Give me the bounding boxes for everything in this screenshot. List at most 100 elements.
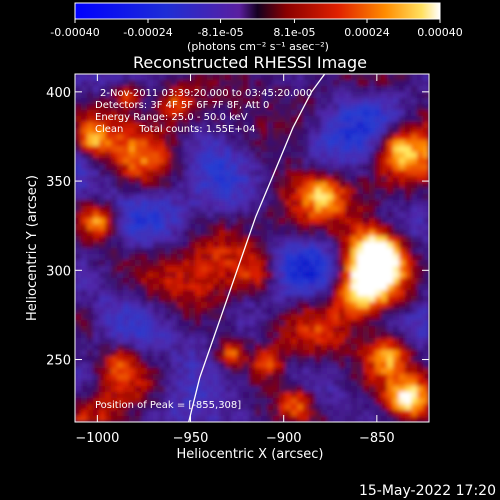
heatmap-cell [189,356,195,362]
heatmap-cell [99,224,105,230]
heatmap-cell [165,332,171,338]
heatmap-cell [117,302,123,308]
heatmap-cell [363,320,369,326]
heatmap-cell [309,374,315,380]
heatmap-cell [303,104,309,110]
heatmap-cell [297,122,303,128]
heatmap-cell [207,128,213,134]
heatmap-cell [165,134,171,140]
heatmap-cell [405,158,411,164]
heatmap-cell [291,410,297,416]
heatmap-cell [351,212,357,218]
heatmap-cell [375,158,381,164]
heatmap-cell [357,122,363,128]
heatmap-cell [363,284,369,290]
heatmap-cell [297,206,303,212]
heatmap-cell [129,374,135,380]
heatmap-cell [117,170,123,176]
heatmap-cell [159,332,165,338]
heatmap-cell [105,122,111,128]
heatmap-cell [87,350,93,356]
heatmap-cell [159,188,165,194]
heatmap-cell [105,146,111,152]
heatmap-cell [165,242,171,248]
heatmap-cell [81,386,87,392]
heatmap-cell [159,236,165,242]
heatmap-cell [267,80,273,86]
heatmap-cell [423,134,429,140]
heatmap-cell [291,110,297,116]
heatmap-cell [249,188,255,194]
heatmap-cell [249,80,255,86]
heatmap-cell [81,308,87,314]
heatmap-cell [309,248,315,254]
heatmap-cell [375,236,381,242]
heatmap-cell [177,296,183,302]
heatmap-cell [351,176,357,182]
heatmap-cell [207,164,213,170]
heatmap-cell [273,356,279,362]
heatmap-cell [291,404,297,410]
heatmap-cell [291,332,297,338]
heatmap-cell [303,194,309,200]
heatmap-cell [381,392,387,398]
heatmap-cell [141,416,147,422]
heatmap-cell [117,236,123,242]
heatmap-cell [231,260,237,266]
heatmap-cell [213,350,219,356]
heatmap-cell [291,152,297,158]
heatmap-cell [411,386,417,392]
heatmap-cell [345,296,351,302]
heatmap-cell [147,80,153,86]
heatmap-cell [207,416,213,422]
heatmap-cell [129,326,135,332]
heatmap-cell [387,278,393,284]
heatmap-cell [423,344,429,350]
heatmap-cell [87,218,93,224]
heatmap-cell [387,344,393,350]
heatmap-cell [117,80,123,86]
heatmap-cell [117,314,123,320]
heatmap-cell [93,140,99,146]
heatmap-cell [147,182,153,188]
heatmap-cell [309,182,315,188]
heatmap-cell [147,110,153,116]
heatmap-cell [117,308,123,314]
heatmap-cell [417,164,423,170]
heatmap-cell [279,350,285,356]
heatmap-cell [279,278,285,284]
heatmap-cell [147,158,153,164]
heatmap-cell [411,392,417,398]
heatmap-cell [147,188,153,194]
heatmap-cell [123,230,129,236]
heatmap-cell [291,380,297,386]
heatmap-cell [213,254,219,260]
heatmap-cell [375,356,381,362]
heatmap-cell [273,194,279,200]
heatmap-cell [135,278,141,284]
heatmap-cell [261,386,267,392]
heatmap-cell [147,212,153,218]
heatmap-cell [183,164,189,170]
heatmap-cell [261,356,267,362]
heatmap-cell [405,368,411,374]
heatmap-cell [339,272,345,278]
heatmap-cell [123,194,129,200]
heatmap-cell [393,170,399,176]
heatmap-cell [177,218,183,224]
heatmap-cell [405,386,411,392]
heatmap-cell [291,338,297,344]
heatmap-cell [147,290,153,296]
heatmap-cell [309,260,315,266]
heatmap-cell [309,350,315,356]
heatmap-cell [201,368,207,374]
heatmap-cell [135,128,141,134]
heatmap-cell [165,368,171,374]
heatmap-cell [201,170,207,176]
heatmap-cell [411,116,417,122]
heatmap-cell [255,404,261,410]
heatmap-cell [93,326,99,332]
heatmap-cell [339,116,345,122]
heatmap-cell [399,314,405,320]
heatmap-cell [129,176,135,182]
